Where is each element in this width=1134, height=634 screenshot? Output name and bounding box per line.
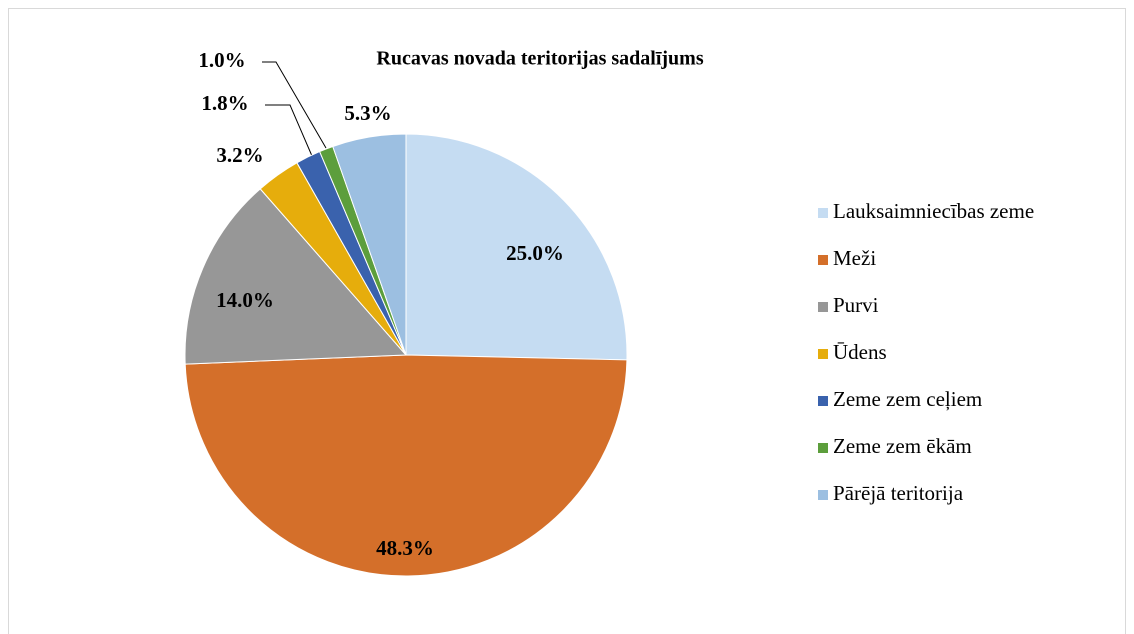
legend-label: Pārējā teritorija	[833, 481, 964, 505]
pie-slice	[184, 354, 628, 577]
legend-swatch	[818, 443, 828, 453]
data-label: 1.8%	[201, 91, 248, 115]
legend-swatch	[818, 208, 828, 218]
pie-slice	[332, 133, 407, 356]
legend-swatch	[818, 396, 828, 406]
legend-label: Lauksaimniecības zeme	[833, 199, 1034, 223]
legend-swatch	[818, 490, 828, 500]
leader-line	[262, 61, 327, 149]
legend-swatch	[818, 349, 828, 359]
chart-title: Rucavas novada teritorijas sadalījums	[376, 48, 703, 70]
legend-swatch	[818, 255, 828, 265]
data-label: 1.0%	[198, 48, 245, 72]
legend-label: Purvi	[833, 293, 879, 317]
data-label: 25.0%	[506, 241, 564, 265]
data-label: 14.0%	[216, 288, 274, 312]
data-label: 3.2%	[216, 143, 263, 167]
legend-label: Meži	[833, 246, 876, 270]
pie-slice	[184, 188, 408, 365]
legend-label: Zeme zem ceļiem	[833, 387, 982, 411]
data-label: 48.3%	[376, 536, 434, 560]
pie-slice	[405, 133, 628, 361]
legend-swatch	[818, 302, 828, 312]
leader-line	[265, 104, 313, 157]
legend-label: Ūdens	[833, 340, 887, 364]
data-label: 5.3%	[344, 101, 391, 125]
legend-label: Zeme zem ēkām	[833, 434, 972, 458]
